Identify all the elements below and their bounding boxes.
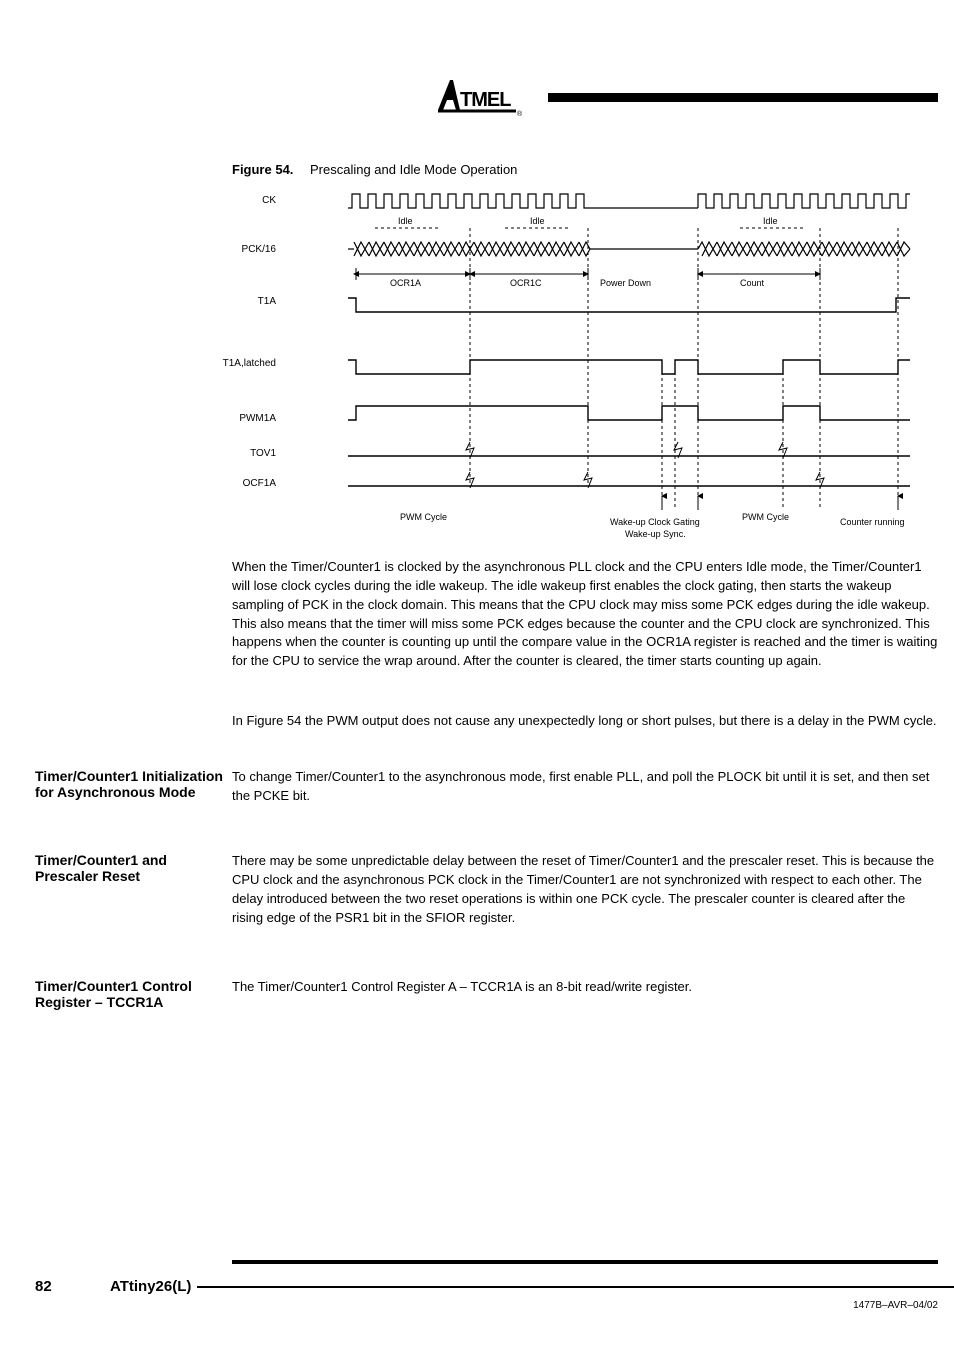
section-body-tccr1a: The Timer/Counter1 Control Register A – … (232, 978, 938, 1003)
figure-caption: Prescaling and Idle Mode Operation (310, 162, 517, 177)
footer-rule-thin (197, 1286, 954, 1288)
sig-label-t1a: T1A (206, 296, 276, 307)
svg-text:®: ® (517, 110, 523, 118)
sig-label-ocf1a: OCF1A (206, 478, 276, 489)
footer-doc-code: 1477B–AVR–04/02 (853, 1300, 938, 1311)
pwm-cycle-label-1: PWM Cycle (400, 512, 447, 522)
body-paragraph-2: In Figure 54 the PWM output does not cau… (232, 712, 938, 737)
bottom-arrows (662, 496, 898, 510)
p1: When the Timer/Counter1 is clocked by th… (232, 558, 938, 671)
pwm-cycle-label-2: PWM Cycle (742, 512, 789, 522)
ocr1a-label: OCR1A (390, 278, 421, 288)
svg-text:TMEL: TMEL (460, 89, 511, 111)
power-down-label: Power Down (600, 278, 651, 288)
ocr1c-label: OCR1C (510, 278, 542, 288)
section-title-prescaler-reset: Timer/Counter1 and Prescaler Reset (35, 852, 225, 884)
idle-label-2: Idle (530, 216, 545, 226)
footer-title-row: ATtiny26(L) (110, 1278, 954, 1295)
sig-label-t1a-latched: T1A,latched (206, 358, 276, 369)
section-title-init-async: Timer/Counter1 Initialization for Asynch… (35, 768, 225, 800)
wave-ck (348, 194, 910, 208)
sig-label-pwm1a: PWM1A (206, 413, 276, 424)
sig-label-pck16: PCK/16 (206, 244, 276, 255)
section1-p1: To change Timer/Counter1 to the asynchro… (232, 768, 938, 806)
wave-pck16 (348, 242, 910, 258)
footer-page-number: 82 (35, 1278, 52, 1295)
atmel-logo: TMEL ® (438, 78, 523, 118)
p2: In Figure 54 the PWM output does not cau… (232, 712, 938, 731)
sig-label-ck: CK (206, 195, 276, 206)
section-title-tccr1a: Timer/Counter1 Control Register – TCCR1A (35, 978, 225, 1010)
wakeup-sync-label: Wake-up Sync. (625, 529, 686, 539)
figure-label: Figure 54. (232, 162, 293, 177)
page: TMEL ® Figure 54. Prescaling and Idle Mo… (0, 0, 954, 1351)
wakeup-clock-label: Wake-up Clock Gating (610, 517, 700, 527)
wave-t1a-latched (348, 360, 910, 374)
section3-p1: The Timer/Counter1 Control Register A – … (232, 978, 938, 997)
wave-pwm1a (348, 406, 910, 420)
counter-running-label: Counter running (840, 517, 905, 527)
guides (470, 228, 898, 510)
timing-diagram: Idle Idle Idle (280, 180, 920, 550)
body-paragraph-1: When the Timer/Counter1 is clocked by th… (232, 558, 938, 677)
sig-label-tov1: TOV1 (206, 448, 276, 459)
header-rule (548, 93, 938, 102)
section-body-prescaler-reset: There may be some unpredictable delay be… (232, 852, 938, 933)
wave-t1a (348, 298, 910, 312)
idle-label-3: Idle (763, 216, 778, 226)
count-label-top: Count (740, 278, 765, 288)
section-body-init-async: To change Timer/Counter1 to the asynchro… (232, 768, 938, 812)
footer-title: ATtiny26(L) (110, 1278, 191, 1295)
section2-p1: There may be some unpredictable delay be… (232, 852, 938, 927)
footer-rule-thick (232, 1260, 938, 1264)
idle-label-1: Idle (398, 216, 413, 226)
